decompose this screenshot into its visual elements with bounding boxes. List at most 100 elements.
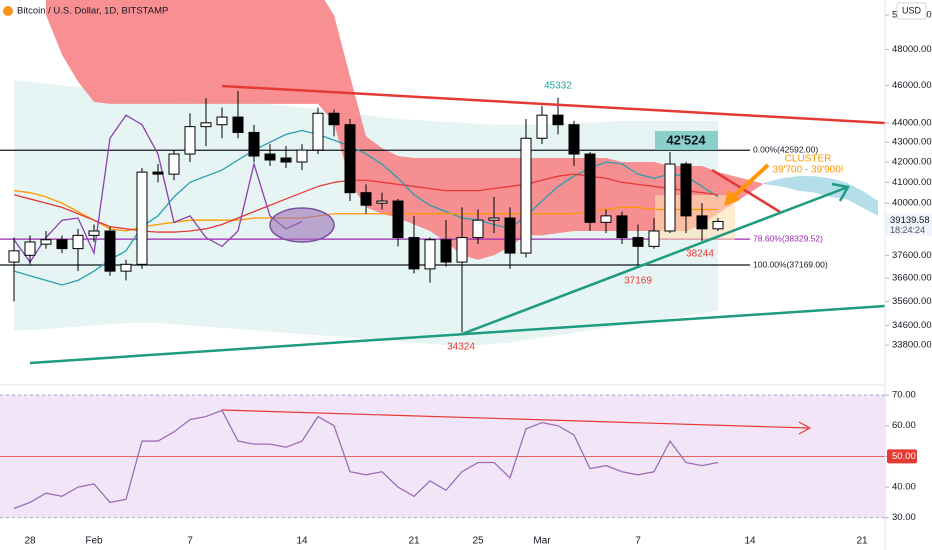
y-tick-label: 43000.00 [892,137,932,148]
candle-body [680,163,692,217]
candle-body [616,215,628,239]
candle-body [376,200,388,204]
candle-body [280,157,292,163]
cloud-area [430,158,446,242]
band-area [62,85,78,328]
cloud-area [558,158,574,234]
cloud-area [142,0,158,104]
candle-body [8,250,20,263]
y-tick-label: 37600.00 [892,250,932,261]
rsi-tick-label: 60.00 [892,420,916,431]
candle-body [216,116,228,126]
y-tick-label: 42000.00 [892,157,932,168]
candle-body [408,237,420,270]
candle-body [200,122,212,128]
candle-body [232,116,244,133]
candle-body [136,171,148,265]
x-tick-label: 28 [24,536,36,547]
red-trend-segment [711,168,781,214]
cloud-area [414,158,430,231]
x-tick-label: 7 [635,536,641,547]
price-box-label: 42'524 [666,132,706,147]
x-tick-label: Feb [85,536,103,547]
support-line [29,304,885,365]
x-tick-label: 25 [472,536,484,547]
band-area [78,87,94,327]
rsi-divergence-arrow [798,421,812,435]
cluster-arrow-head [724,190,740,206]
trend-arrow-head [831,182,850,202]
candle-body [696,215,708,230]
candle-body [712,220,724,230]
high-label: 45332 [544,81,572,92]
candle-body [88,230,100,236]
countdown-label: 18:24:24 [890,225,925,235]
candle-body [24,241,36,256]
y-tick-label: 48000.00 [892,44,932,55]
x-tick-label: Mar [533,536,551,547]
unit-box [896,2,927,20]
candle-body [312,112,324,151]
candle-body [296,149,308,163]
rsi-mid-box [887,449,917,464]
candle-body [456,237,468,263]
cloud-area [862,190,878,216]
candle-body [488,217,500,221]
cloud-area [254,0,270,104]
resistance-line [221,84,885,125]
cloud-area [158,0,174,104]
cloud-area [798,176,814,193]
cluster-range: 39'700 - 39'900! [772,165,843,176]
candle-body [648,230,660,247]
rising-trend-line [461,185,849,336]
x-tick-label: 7 [187,536,193,547]
candle-body [600,215,612,223]
low-label: 37169 [624,276,652,287]
band-area [142,94,158,323]
candle-body [360,192,372,206]
chart-title: Bitcoin / U.S. Dollar, 1D, BITSTAMP [17,6,168,17]
candle-body [536,114,548,139]
cloud-area [606,158,622,231]
band-area [158,95,174,325]
x-tick-label: 21 [408,536,420,547]
cloud-area [110,0,126,104]
candle-body [248,131,260,157]
band-area [30,81,46,331]
last-price-label: 39139.58 [890,215,930,226]
low-label: 38244 [686,249,714,260]
cloud-area [846,182,862,208]
cloud-area [174,0,190,104]
candle-body [520,137,532,254]
cloud-area [286,0,302,104]
unit-label: USD [902,5,922,15]
cloud-area [446,158,462,256]
candle-body [120,263,132,272]
candle-body [552,114,564,126]
cloud-area [478,158,494,260]
cloud-area [814,176,830,197]
rsi-tick-label: 30.00 [892,512,916,523]
candle-body [504,217,516,254]
candle-body [392,200,404,239]
cluster-arrow [730,163,770,200]
cloud-area [782,176,798,191]
candle-body [344,124,356,194]
candle-body [584,153,596,223]
cloud-area [638,162,654,231]
x-tick-label: 14 [744,536,756,547]
y-tick-label: 33800.00 [892,340,932,351]
fib-level-label: 100.00%(37169.00) [753,259,828,269]
price-pane: 0.00%(42592.00) 78.60%(38329.52) 100.00%(3… [0,0,885,365]
cloud-area [622,162,638,231]
band-area [222,99,238,330]
cloud-area [222,0,238,104]
candle-body [56,239,68,250]
candle-body [152,171,164,175]
candle-body [424,239,436,270]
candle-body [440,239,452,263]
band-area [46,83,62,330]
y-tick-label: 44000.00 [892,117,932,128]
indicator-line [13,129,719,286]
